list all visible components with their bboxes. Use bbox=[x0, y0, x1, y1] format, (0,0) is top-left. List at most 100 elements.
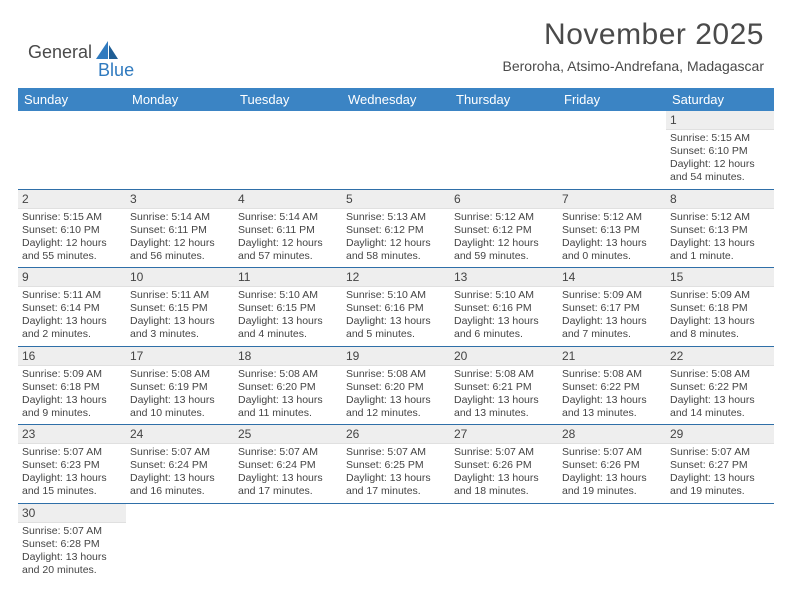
calendar-day-cell: 6Sunrise: 5:12 AMSunset: 6:12 PMDaylight… bbox=[450, 189, 558, 268]
day-details: Sunrise: 5:08 AMSunset: 6:22 PMDaylight:… bbox=[666, 366, 774, 425]
day-number: 25 bbox=[234, 425, 342, 444]
day-number: 10 bbox=[126, 268, 234, 287]
calendar-day-cell: 11Sunrise: 5:10 AMSunset: 6:15 PMDayligh… bbox=[234, 268, 342, 347]
day-number: 2 bbox=[18, 190, 126, 209]
day-details: Sunrise: 5:07 AMSunset: 6:26 PMDaylight:… bbox=[450, 444, 558, 503]
day-number: 6 bbox=[450, 190, 558, 209]
calendar-empty-cell bbox=[450, 503, 558, 581]
calendar-day-cell: 16Sunrise: 5:09 AMSunset: 6:18 PMDayligh… bbox=[18, 346, 126, 425]
day-details: Sunrise: 5:08 AMSunset: 6:22 PMDaylight:… bbox=[558, 366, 666, 425]
day-details: Sunrise: 5:07 AMSunset: 6:28 PMDaylight:… bbox=[18, 523, 126, 582]
weekday-header: Tuesday bbox=[234, 88, 342, 111]
day-details: Sunrise: 5:13 AMSunset: 6:12 PMDaylight:… bbox=[342, 209, 450, 268]
weekday-header-row: SundayMondayTuesdayWednesdayThursdayFrid… bbox=[18, 88, 774, 111]
calendar-day-cell: 14Sunrise: 5:09 AMSunset: 6:17 PMDayligh… bbox=[558, 268, 666, 347]
day-details: Sunrise: 5:07 AMSunset: 6:25 PMDaylight:… bbox=[342, 444, 450, 503]
day-details: Sunrise: 5:09 AMSunset: 6:18 PMDaylight:… bbox=[18, 366, 126, 425]
day-details: Sunrise: 5:10 AMSunset: 6:16 PMDaylight:… bbox=[450, 287, 558, 346]
day-details: Sunrise: 5:07 AMSunset: 6:26 PMDaylight:… bbox=[558, 444, 666, 503]
calendar-week-row: 1Sunrise: 5:15 AMSunset: 6:10 PMDaylight… bbox=[18, 111, 774, 189]
calendar-week-row: 2Sunrise: 5:15 AMSunset: 6:10 PMDaylight… bbox=[18, 189, 774, 268]
day-number: 3 bbox=[126, 190, 234, 209]
calendar-empty-cell bbox=[126, 111, 234, 189]
day-number: 19 bbox=[342, 347, 450, 366]
calendar-day-cell: 13Sunrise: 5:10 AMSunset: 6:16 PMDayligh… bbox=[450, 268, 558, 347]
calendar-week-row: 9Sunrise: 5:11 AMSunset: 6:14 PMDaylight… bbox=[18, 268, 774, 347]
calendar-day-cell: 22Sunrise: 5:08 AMSunset: 6:22 PMDayligh… bbox=[666, 346, 774, 425]
day-number: 16 bbox=[18, 347, 126, 366]
calendar-day-cell: 30Sunrise: 5:07 AMSunset: 6:28 PMDayligh… bbox=[18, 503, 126, 581]
calendar-day-cell: 26Sunrise: 5:07 AMSunset: 6:25 PMDayligh… bbox=[342, 425, 450, 504]
weekday-header: Saturday bbox=[666, 88, 774, 111]
day-number: 13 bbox=[450, 268, 558, 287]
calendar-empty-cell bbox=[342, 111, 450, 189]
calendar-day-cell: 23Sunrise: 5:07 AMSunset: 6:23 PMDayligh… bbox=[18, 425, 126, 504]
day-number: 15 bbox=[666, 268, 774, 287]
calendar-empty-cell bbox=[450, 111, 558, 189]
day-details: Sunrise: 5:12 AMSunset: 6:12 PMDaylight:… bbox=[450, 209, 558, 268]
day-number: 24 bbox=[126, 425, 234, 444]
day-number: 22 bbox=[666, 347, 774, 366]
calendar-day-cell: 12Sunrise: 5:10 AMSunset: 6:16 PMDayligh… bbox=[342, 268, 450, 347]
calendar-day-cell: 29Sunrise: 5:07 AMSunset: 6:27 PMDayligh… bbox=[666, 425, 774, 504]
calendar-day-cell: 28Sunrise: 5:07 AMSunset: 6:26 PMDayligh… bbox=[558, 425, 666, 504]
calendar-day-cell: 18Sunrise: 5:08 AMSunset: 6:20 PMDayligh… bbox=[234, 346, 342, 425]
day-details: Sunrise: 5:11 AMSunset: 6:15 PMDaylight:… bbox=[126, 287, 234, 346]
day-number: 17 bbox=[126, 347, 234, 366]
calendar-week-row: 30Sunrise: 5:07 AMSunset: 6:28 PMDayligh… bbox=[18, 503, 774, 581]
day-number: 11 bbox=[234, 268, 342, 287]
weekday-header: Monday bbox=[126, 88, 234, 111]
calendar-day-cell: 15Sunrise: 5:09 AMSunset: 6:18 PMDayligh… bbox=[666, 268, 774, 347]
day-details: Sunrise: 5:12 AMSunset: 6:13 PMDaylight:… bbox=[666, 209, 774, 268]
weekday-header: Sunday bbox=[18, 88, 126, 111]
weekday-header: Thursday bbox=[450, 88, 558, 111]
calendar-day-cell: 8Sunrise: 5:12 AMSunset: 6:13 PMDaylight… bbox=[666, 189, 774, 268]
day-details: Sunrise: 5:15 AMSunset: 6:10 PMDaylight:… bbox=[666, 130, 774, 189]
day-details: Sunrise: 5:11 AMSunset: 6:14 PMDaylight:… bbox=[18, 287, 126, 346]
day-number: 20 bbox=[450, 347, 558, 366]
calendar-empty-cell bbox=[666, 503, 774, 581]
calendar-day-cell: 9Sunrise: 5:11 AMSunset: 6:14 PMDaylight… bbox=[18, 268, 126, 347]
calendar-empty-cell bbox=[234, 503, 342, 581]
calendar-empty-cell bbox=[558, 111, 666, 189]
day-number: 23 bbox=[18, 425, 126, 444]
day-number: 14 bbox=[558, 268, 666, 287]
day-number: 18 bbox=[234, 347, 342, 366]
calendar-day-cell: 19Sunrise: 5:08 AMSunset: 6:20 PMDayligh… bbox=[342, 346, 450, 425]
calendar-day-cell: 24Sunrise: 5:07 AMSunset: 6:24 PMDayligh… bbox=[126, 425, 234, 504]
logo-text-blue: Blue bbox=[98, 61, 134, 79]
day-number: 12 bbox=[342, 268, 450, 287]
calendar-empty-cell bbox=[342, 503, 450, 581]
day-number: 4 bbox=[234, 190, 342, 209]
calendar-week-row: 23Sunrise: 5:07 AMSunset: 6:23 PMDayligh… bbox=[18, 425, 774, 504]
calendar-day-cell: 10Sunrise: 5:11 AMSunset: 6:15 PMDayligh… bbox=[126, 268, 234, 347]
day-details: Sunrise: 5:14 AMSunset: 6:11 PMDaylight:… bbox=[126, 209, 234, 268]
calendar-week-row: 16Sunrise: 5:09 AMSunset: 6:18 PMDayligh… bbox=[18, 346, 774, 425]
calendar-day-cell: 7Sunrise: 5:12 AMSunset: 6:13 PMDaylight… bbox=[558, 189, 666, 268]
calendar-empty-cell bbox=[558, 503, 666, 581]
logo-text-general: General bbox=[28, 43, 92, 61]
calendar-day-cell: 20Sunrise: 5:08 AMSunset: 6:21 PMDayligh… bbox=[450, 346, 558, 425]
day-number: 7 bbox=[558, 190, 666, 209]
calendar-day-cell: 4Sunrise: 5:14 AMSunset: 6:11 PMDaylight… bbox=[234, 189, 342, 268]
weekday-header: Friday bbox=[558, 88, 666, 111]
day-details: Sunrise: 5:10 AMSunset: 6:15 PMDaylight:… bbox=[234, 287, 342, 346]
calendar-day-cell: 2Sunrise: 5:15 AMSunset: 6:10 PMDaylight… bbox=[18, 189, 126, 268]
logo: General Blue bbox=[28, 18, 134, 70]
day-details: Sunrise: 5:09 AMSunset: 6:18 PMDaylight:… bbox=[666, 287, 774, 346]
day-details: Sunrise: 5:12 AMSunset: 6:13 PMDaylight:… bbox=[558, 209, 666, 268]
page-title: November 2025 bbox=[503, 18, 764, 52]
calendar-empty-cell bbox=[234, 111, 342, 189]
day-number: 8 bbox=[666, 190, 774, 209]
day-number: 5 bbox=[342, 190, 450, 209]
calendar-day-cell: 25Sunrise: 5:07 AMSunset: 6:24 PMDayligh… bbox=[234, 425, 342, 504]
day-details: Sunrise: 5:09 AMSunset: 6:17 PMDaylight:… bbox=[558, 287, 666, 346]
day-details: Sunrise: 5:07 AMSunset: 6:27 PMDaylight:… bbox=[666, 444, 774, 503]
day-details: Sunrise: 5:10 AMSunset: 6:16 PMDaylight:… bbox=[342, 287, 450, 346]
header: General Blue November 2025 Beroroha, Ats… bbox=[0, 0, 792, 80]
calendar-day-cell: 1Sunrise: 5:15 AMSunset: 6:10 PMDaylight… bbox=[666, 111, 774, 189]
weekday-header: Wednesday bbox=[342, 88, 450, 111]
title-block: November 2025 Beroroha, Atsimo-Andrefana… bbox=[503, 18, 764, 74]
day-details: Sunrise: 5:08 AMSunset: 6:20 PMDaylight:… bbox=[234, 366, 342, 425]
day-details: Sunrise: 5:15 AMSunset: 6:10 PMDaylight:… bbox=[18, 209, 126, 268]
